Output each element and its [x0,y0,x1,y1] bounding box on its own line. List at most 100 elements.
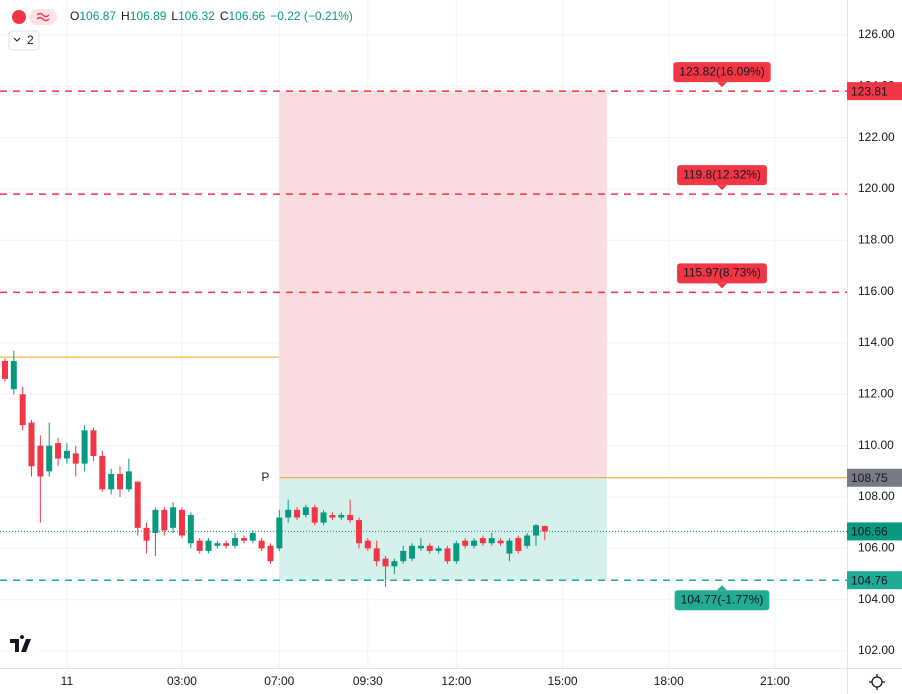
candle-body [258,540,265,549]
price-tag-box [847,571,902,590]
level-label: 119.8(12.32%) [683,167,761,181]
candle-body [294,509,301,518]
candle-body [471,540,478,546]
candle-body [409,545,416,559]
x-tick-label: 21:00 [760,674,790,688]
ohlc-value: 106.87 [79,9,116,23]
level-label-box [673,62,771,83]
candle-body [63,450,70,459]
candle-body [161,509,168,531]
candle-body [479,538,486,544]
last-price-tag: 106.66 [851,525,888,539]
indicator-count: 2 [27,33,34,47]
last-price-tag-box [847,522,902,541]
candle-body [426,545,433,551]
ohlc-label: C [220,9,229,23]
candle-body [125,471,132,490]
x-tick-label: 11 [61,674,74,688]
y-tick-label: 126.00 [858,27,895,41]
y-tick-label: 108.00 [858,489,895,503]
candle-body [249,532,256,541]
candle-body [1,360,8,379]
symbol-icon[interactable] [12,10,26,24]
x-tick-label: 09:30 [353,674,383,688]
y-tick-label: 122.00 [858,130,895,144]
price-tag: 123.81 [851,84,888,98]
ohlc-label: O [70,9,79,23]
y-tick-label: 110.00 [858,438,894,452]
x-tick-label: 12:00 [441,674,471,688]
candle-body [444,548,451,562]
candle-body [28,422,35,467]
y-tick-label: 106.00 [858,541,895,555]
level-label-pointer [717,283,727,289]
level-label-pointer [717,82,727,88]
candle-body [347,514,354,521]
candle-body [391,561,398,567]
entry-price-tag-box [847,468,902,487]
y-tick-label: 118.00 [858,232,894,246]
y-tick-label: 112.00 [858,387,894,401]
drawings: P 123.82(16.09%) 119.8(12.32%) 115.97(8.73%… [0,62,847,611]
price-tag: 104.76 [851,573,888,587]
candle-body [240,538,247,541]
level-label: 104.77(-1.77%) [681,592,764,606]
candle-body [311,507,318,523]
candle-body [320,512,327,523]
candle-body [10,360,17,390]
level-label-box [677,165,767,186]
candle-body [19,394,26,426]
candle-body [400,550,407,562]
tradingview-logo[interactable] [6,630,38,662]
compare-icon[interactable] [29,9,57,25]
y-tick-label: 116.00 [858,284,894,298]
y-tick-label: 104.00 [858,592,895,606]
x-tick-label: 03:00 [167,674,197,688]
ohlc-value: 106.66 [228,9,265,23]
chevron-icon [13,37,21,42]
wave-icon [36,12,50,22]
level-label: 123.82(16.09%) [679,64,764,78]
ohlc-values: O106.87 H106.89 L106.32 C106.66 −0.22 (−0.21… [70,9,353,23]
price-tag-box [847,82,902,101]
candle-body [55,443,62,459]
candle-body [187,514,194,544]
x-tick-label: 07:00 [264,674,294,688]
axes: 102.00 104.00 106.00 108.00 110.00 112.00 114.… [61,27,895,688]
ohlc-value: 106.89 [130,9,167,23]
candle-body [81,430,88,464]
legend-header: O106.87 H106.89 L106.32 C106.66 −0.22 (−0.21… [8,9,353,51]
candle-body [276,517,283,549]
candle-body [196,540,203,551]
candle-body [302,507,309,515]
candle-body [90,430,97,456]
candles [1,350,548,587]
candle-body [205,540,212,551]
y-tick-label: 114.00 [858,335,894,349]
stop-zone [279,477,607,581]
candle-body [515,538,522,551]
level-label-pointer [717,585,727,591]
y-tick-label: 120.00 [858,181,895,195]
logo-bg [6,630,38,662]
candle-body [462,540,469,546]
candle-body [364,540,371,549]
target-zone [279,91,607,478]
candle-body [382,558,389,567]
candle-body [152,509,159,533]
entry-marker: P [261,470,269,484]
settings-icon[interactable] [869,674,885,690]
change-value: −0.22 (−0.21%) [270,9,353,23]
indicators-toggle[interactable] [8,30,40,51]
ohlc-value: 106.32 [178,9,215,23]
logo-mark [10,635,31,652]
candle-body [417,545,424,549]
gear-teeth [869,674,885,690]
candle-body [99,455,106,490]
level-label-box [674,590,770,611]
level-label-pointer [717,185,727,191]
candle-body [134,481,141,528]
candle-body [170,507,177,528]
ohlc-label: L [171,9,178,23]
